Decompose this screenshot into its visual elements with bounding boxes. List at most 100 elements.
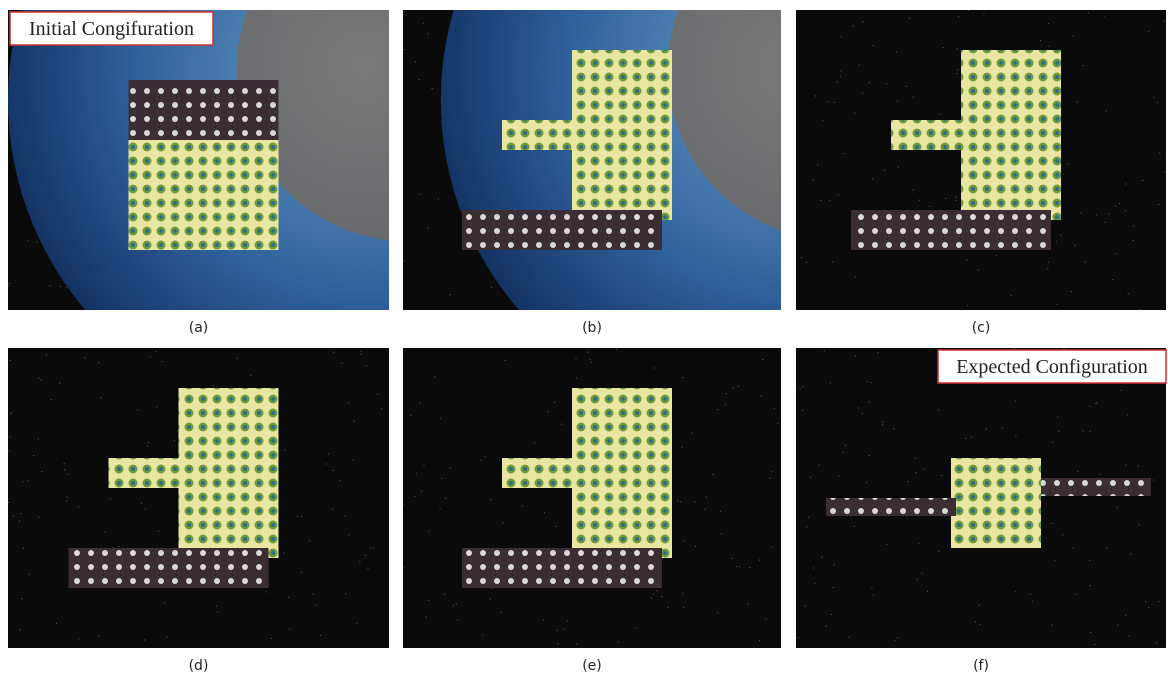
star: [1145, 601, 1146, 602]
star: [490, 499, 491, 500]
star: [1054, 560, 1055, 561]
star: [1052, 442, 1053, 443]
star: [829, 200, 830, 201]
star: [1096, 214, 1097, 215]
star: [1067, 164, 1068, 165]
star: [421, 491, 422, 492]
star: [65, 287, 66, 288]
star: [772, 547, 773, 548]
star: [64, 469, 65, 470]
star: [806, 526, 807, 527]
star: [500, 612, 501, 613]
star: [683, 540, 684, 541]
star: [237, 358, 238, 359]
star: [882, 424, 883, 425]
star: [808, 517, 809, 518]
star: [403, 260, 404, 261]
star: [1015, 436, 1016, 437]
star: [1133, 225, 1134, 226]
star: [905, 86, 906, 87]
star: [297, 516, 298, 517]
star: [484, 456, 485, 457]
star: [862, 93, 863, 94]
star: [216, 606, 217, 607]
star: [955, 200, 956, 201]
star: [428, 530, 429, 531]
star: [749, 567, 750, 568]
star: [817, 164, 818, 165]
star: [712, 474, 713, 475]
star: [1165, 645, 1166, 646]
star: [824, 350, 825, 351]
star: [1125, 210, 1126, 211]
star: [348, 402, 349, 403]
module-arm: [826, 498, 956, 516]
star: [110, 498, 111, 499]
star: [1153, 479, 1154, 480]
star: [656, 590, 657, 591]
star: [873, 45, 874, 46]
panel-caption: (a): [189, 320, 209, 336]
star: [1143, 180, 1144, 181]
scene: [402, 348, 781, 648]
star: [830, 382, 831, 383]
star: [418, 79, 419, 80]
star: [939, 114, 940, 115]
star: [36, 241, 37, 242]
star: [971, 437, 972, 438]
star: [1095, 403, 1096, 404]
star: [725, 404, 726, 405]
star: [759, 640, 760, 641]
star: [64, 463, 65, 464]
star: [41, 471, 42, 472]
star: [908, 481, 909, 482]
star: [591, 362, 592, 363]
star: [1164, 172, 1165, 173]
module-block: [951, 458, 1041, 548]
star: [886, 544, 887, 545]
star: [309, 540, 310, 541]
star: [1088, 12, 1089, 13]
star: [481, 459, 482, 460]
star: [840, 76, 841, 77]
star: [60, 286, 61, 287]
module-arm: [502, 120, 592, 150]
star: [661, 596, 662, 597]
star: [404, 11, 405, 12]
star: [898, 166, 899, 167]
star: [996, 255, 997, 256]
star: [284, 449, 285, 450]
scene: [796, 10, 1166, 310]
star: [720, 511, 721, 512]
star: [1163, 21, 1164, 22]
star: [147, 445, 148, 446]
star: [158, 531, 159, 532]
star: [1032, 601, 1033, 602]
star: [419, 403, 420, 404]
star: [1062, 534, 1063, 535]
star: [1073, 547, 1074, 548]
star: [726, 393, 727, 394]
star: [654, 367, 655, 368]
star: [833, 587, 834, 588]
module-block: [129, 80, 279, 140]
star: [820, 200, 821, 201]
star: [680, 501, 681, 502]
star: [558, 643, 559, 644]
star: [918, 543, 919, 544]
star: [862, 21, 863, 22]
star: [1139, 524, 1140, 525]
star: [137, 409, 138, 410]
star: [854, 113, 855, 114]
star: [677, 500, 678, 501]
star: [695, 546, 696, 547]
star: [1099, 474, 1100, 475]
star: [975, 621, 976, 622]
star: [174, 440, 175, 441]
star: [11, 412, 12, 413]
star: [148, 442, 149, 443]
scene: [796, 348, 1167, 648]
star: [929, 206, 930, 207]
star: [373, 547, 374, 548]
star: [22, 481, 23, 482]
